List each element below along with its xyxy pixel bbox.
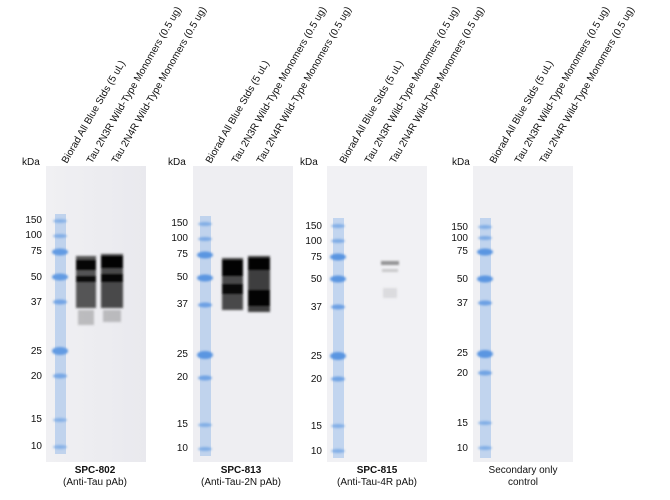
mw-marker-label: 37 (456, 298, 468, 309)
mw-marker-label: 150 (305, 221, 322, 232)
blot-panel-secondary-control: kDa Biorad All Blue Stds (5 uL) Tau 2N3R… (440, 0, 670, 500)
mw-marker-label: 10 (176, 443, 188, 454)
mw-marker-label: 25 (456, 348, 468, 359)
mw-marker-label: 20 (30, 371, 42, 382)
blot-panel-spc-813: kDa Biorad All Blue Stds (5 uL) Tau 2N3R… (160, 0, 354, 500)
mw-marker-label: 20 (176, 372, 188, 383)
mw-marker-label: 100 (305, 236, 322, 247)
lane-label: Tau 2N3R Wild-Type Monomers (0.5 ug) (513, 5, 613, 166)
mw-marker-label: 50 (456, 274, 468, 285)
kda-label: kDa (22, 157, 40, 168)
mw-marker-label: 25 (30, 346, 42, 357)
panel-caption: SPC-815 (Anti-Tau-4R pAb) (312, 465, 442, 489)
panel-subtitle: Secondary only control (488, 465, 558, 488)
blot-panel-spc-802: kDa Biorad All Blue Stds (5 uL) Tau 2N3R… (0, 0, 209, 500)
mw-marker-label: 37 (176, 299, 188, 310)
mw-marker-label: 15 (176, 419, 188, 430)
panel-title: SPC-802 (74, 465, 116, 476)
panel-caption: SPC-802 (Anti-Tau pAb) (30, 465, 160, 489)
kda-label: kDa (452, 157, 470, 168)
western-blot-image (473, 166, 573, 462)
panel-subtitle: (Anti-Tau pAb) (63, 477, 127, 488)
mw-marker-label: 10 (456, 443, 468, 454)
mw-marker-label: 50 (310, 274, 322, 285)
kda-label: kDa (168, 157, 186, 168)
panel-caption: SPC-813 (Anti-Tau-2N pAb) (176, 465, 306, 489)
mw-marker-label: 75 (176, 249, 188, 260)
mw-marker-label: 150 (171, 218, 188, 229)
mw-marker-label: 75 (310, 252, 322, 263)
mw-marker-label: 37 (30, 297, 42, 308)
mw-marker-label: 100 (25, 230, 42, 241)
mw-marker-label: 100 (171, 233, 188, 244)
blot-panel-spc-815: kDa Biorad All Blue Stds (5 uL) Tau 2N3R… (300, 0, 487, 500)
panel-caption: Secondary only control (458, 465, 588, 489)
panel-title: SPC-813 (220, 465, 262, 476)
panel-title: SPC-815 (356, 465, 398, 476)
mw-marker-label: 37 (310, 302, 322, 313)
western-blot-image (193, 166, 293, 462)
mw-marker-label: 75 (30, 246, 42, 257)
mw-marker-label: 15 (456, 418, 468, 429)
panel-subtitle: (Anti-Tau-4R pAb) (336, 477, 418, 488)
western-blot-image (46, 166, 146, 462)
mw-marker-label: 50 (176, 272, 188, 283)
kda-label: kDa (300, 157, 318, 168)
mw-marker-label: 150 (25, 215, 42, 226)
mw-marker-label: 20 (456, 368, 468, 379)
mw-marker-label: 25 (310, 351, 322, 362)
mw-marker-label: 50 (30, 272, 42, 283)
mw-marker-label: 20 (310, 374, 322, 385)
mw-marker-label: 150 (451, 222, 468, 233)
mw-marker-label: 15 (30, 414, 42, 425)
panel-subtitle: (Anti-Tau-2N pAb) (200, 477, 282, 488)
mw-marker-label: 25 (176, 349, 188, 360)
mw-marker-label: 15 (310, 421, 322, 432)
mw-marker-label: 75 (456, 246, 468, 257)
mw-marker-label: 100 (451, 233, 468, 244)
mw-marker-label: 10 (30, 441, 42, 452)
western-blot-image (327, 166, 427, 462)
mw-marker-label: 10 (310, 446, 322, 457)
